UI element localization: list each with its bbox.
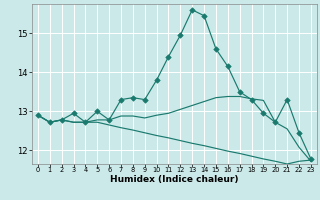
X-axis label: Humidex (Indice chaleur): Humidex (Indice chaleur) [110,175,239,184]
